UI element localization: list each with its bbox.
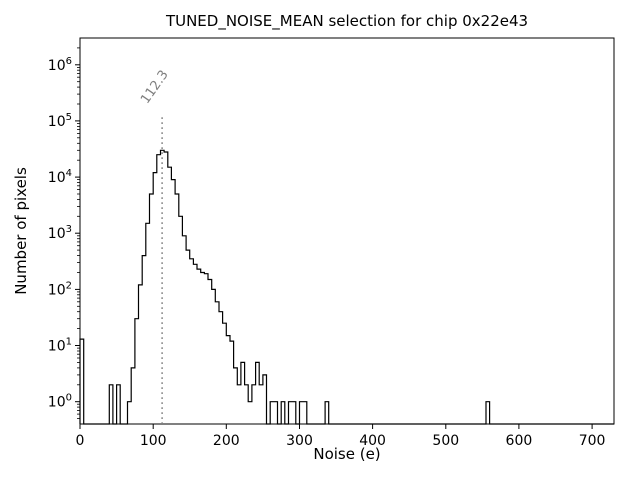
svg-text:103: 103 <box>48 224 72 242</box>
svg-text:100: 100 <box>140 433 167 449</box>
svg-text:200: 200 <box>213 433 240 449</box>
svg-text:0: 0 <box>76 433 85 449</box>
svg-text:102: 102 <box>48 280 72 298</box>
svg-text:104: 104 <box>48 168 72 186</box>
svg-text:100: 100 <box>48 393 72 411</box>
svg-text:105: 105 <box>48 112 72 130</box>
svg-text:400: 400 <box>359 433 386 449</box>
svg-text:101: 101 <box>48 337 72 355</box>
svg-text:500: 500 <box>432 433 459 449</box>
svg-text:106: 106 <box>48 56 72 74</box>
svg-text:300: 300 <box>286 433 313 449</box>
svg-text:700: 700 <box>579 433 606 449</box>
x-axis-label: Noise (e) <box>313 445 381 463</box>
chart-title: TUNED_NOISE_MEAN selection for chip 0x22… <box>165 12 529 30</box>
svg-text:600: 600 <box>506 433 533 449</box>
